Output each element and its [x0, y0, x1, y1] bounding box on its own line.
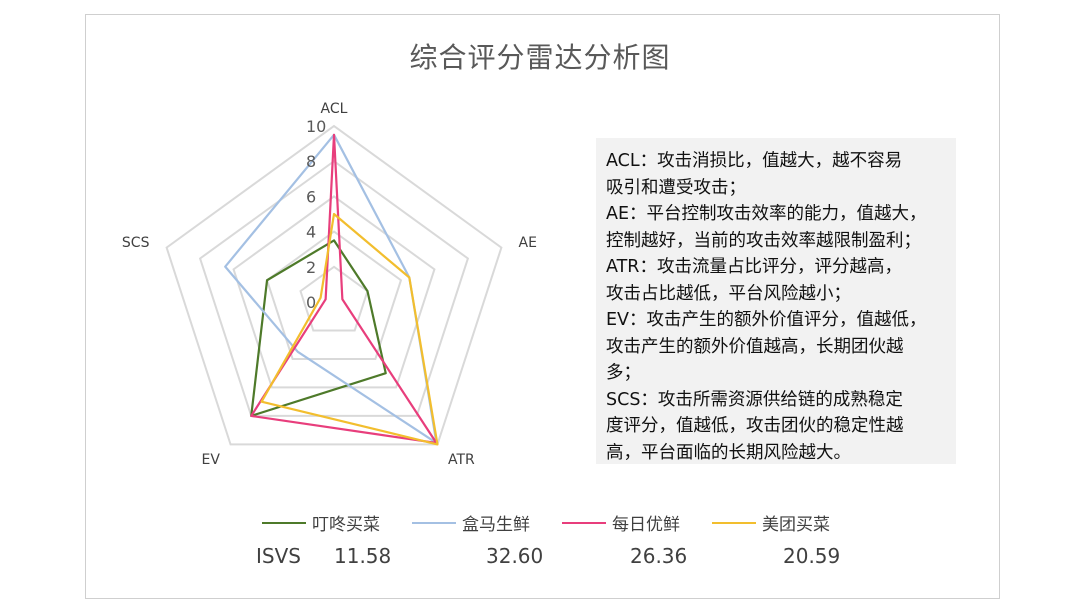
note-line: 吸引和遭受攻击；	[606, 177, 746, 198]
legend-swatch	[712, 521, 756, 524]
chart-frame	[85, 14, 1000, 599]
grid-ring	[198, 159, 470, 417]
tick-label: 10	[306, 117, 326, 136]
axis-label: ACL	[321, 101, 348, 117]
series-line-0	[250, 239, 387, 418]
radar-ticks: 0 2 4 6 8 10	[306, 117, 326, 312]
legend-label: 盒马生鲜	[462, 515, 530, 535]
note-line: ATR：攻击流量占比评分，评分越高，	[606, 257, 902, 277]
legend-swatch	[412, 521, 456, 524]
note-line: 多；	[606, 363, 641, 383]
radar-series	[224, 133, 439, 446]
note-line: 高，平台面临的长期风险越大。	[606, 442, 851, 463]
grid-ring	[265, 230, 403, 360]
series-line-3	[260, 212, 439, 446]
note-line: EV：攻击产生的额外价值评分，值越低，	[606, 310, 927, 330]
isvs-label: ISVS	[256, 544, 301, 568]
tick-label: 6	[306, 187, 316, 206]
note-line: 攻击产生的额外价值越高，长期团伙越	[606, 336, 904, 357]
tick-label: 0	[306, 293, 316, 312]
note-line: 度评分，值越低，攻击团伙的稳定性越	[606, 416, 904, 436]
axis-label: ATR	[448, 452, 475, 468]
note-line: 攻击占比越低，平台风险越小；	[606, 283, 851, 304]
legend-label: 叮咚买菜	[312, 515, 380, 535]
chart-title: 综合评分雷达分析图	[409, 41, 671, 74]
grid-ring	[165, 124, 503, 446]
radar-grid	[165, 124, 503, 446]
grid-ring	[299, 265, 369, 332]
series-line-1	[224, 133, 438, 445]
tick-label: 8	[306, 152, 316, 171]
axis-label: AE	[519, 235, 537, 251]
legend-item-hema: 盒马生鲜	[412, 510, 530, 535]
axis-label: SCS	[122, 235, 150, 251]
isvs-value-hema: 32.60	[486, 544, 544, 568]
tick-label: 2	[306, 258, 316, 277]
series-line-2	[250, 133, 438, 445]
isvs-value-meituan: 20.59	[783, 544, 841, 568]
axis-label: EV	[202, 452, 221, 468]
legend-label: 每日优鲜	[612, 515, 680, 535]
legend-swatch	[262, 521, 306, 524]
note-line: SCS：攻击所需资源供给链的成熟稳定	[606, 389, 903, 410]
radar-axis-labels: ACL AE ATR EV SCS	[122, 101, 537, 468]
tick-label: 4	[306, 223, 316, 242]
note-line: ACL：攻击消损比，值越大，越不容易	[606, 151, 903, 171]
isvs-value-meiri: 26.36	[630, 544, 688, 568]
legend-item-meituan: 美团买菜	[712, 510, 830, 535]
legend-item-meiri: 每日优鲜	[562, 510, 680, 535]
note-line: AE：平台控制攻击效率的能力，值越大，	[606, 204, 927, 224]
legend-swatch	[562, 521, 606, 524]
isvs-value-dingdong: 11.58	[334, 544, 392, 568]
grid-ring	[232, 195, 436, 389]
legend-label: 美团买菜	[762, 515, 830, 535]
chart-legend: 叮咚买菜 盒马生鲜 每日优鲜 美团买菜	[0, 510, 1080, 535]
metric-notes: ACL：攻击消损比，值越大，越不容易 吸引和遭受攻击； AE：平台控制攻击效率的…	[596, 138, 956, 464]
note-line: 控制越好，当前的攻击效率越限制盈利；	[606, 230, 921, 251]
legend-item-dingdong: 叮咚买菜	[262, 510, 380, 535]
